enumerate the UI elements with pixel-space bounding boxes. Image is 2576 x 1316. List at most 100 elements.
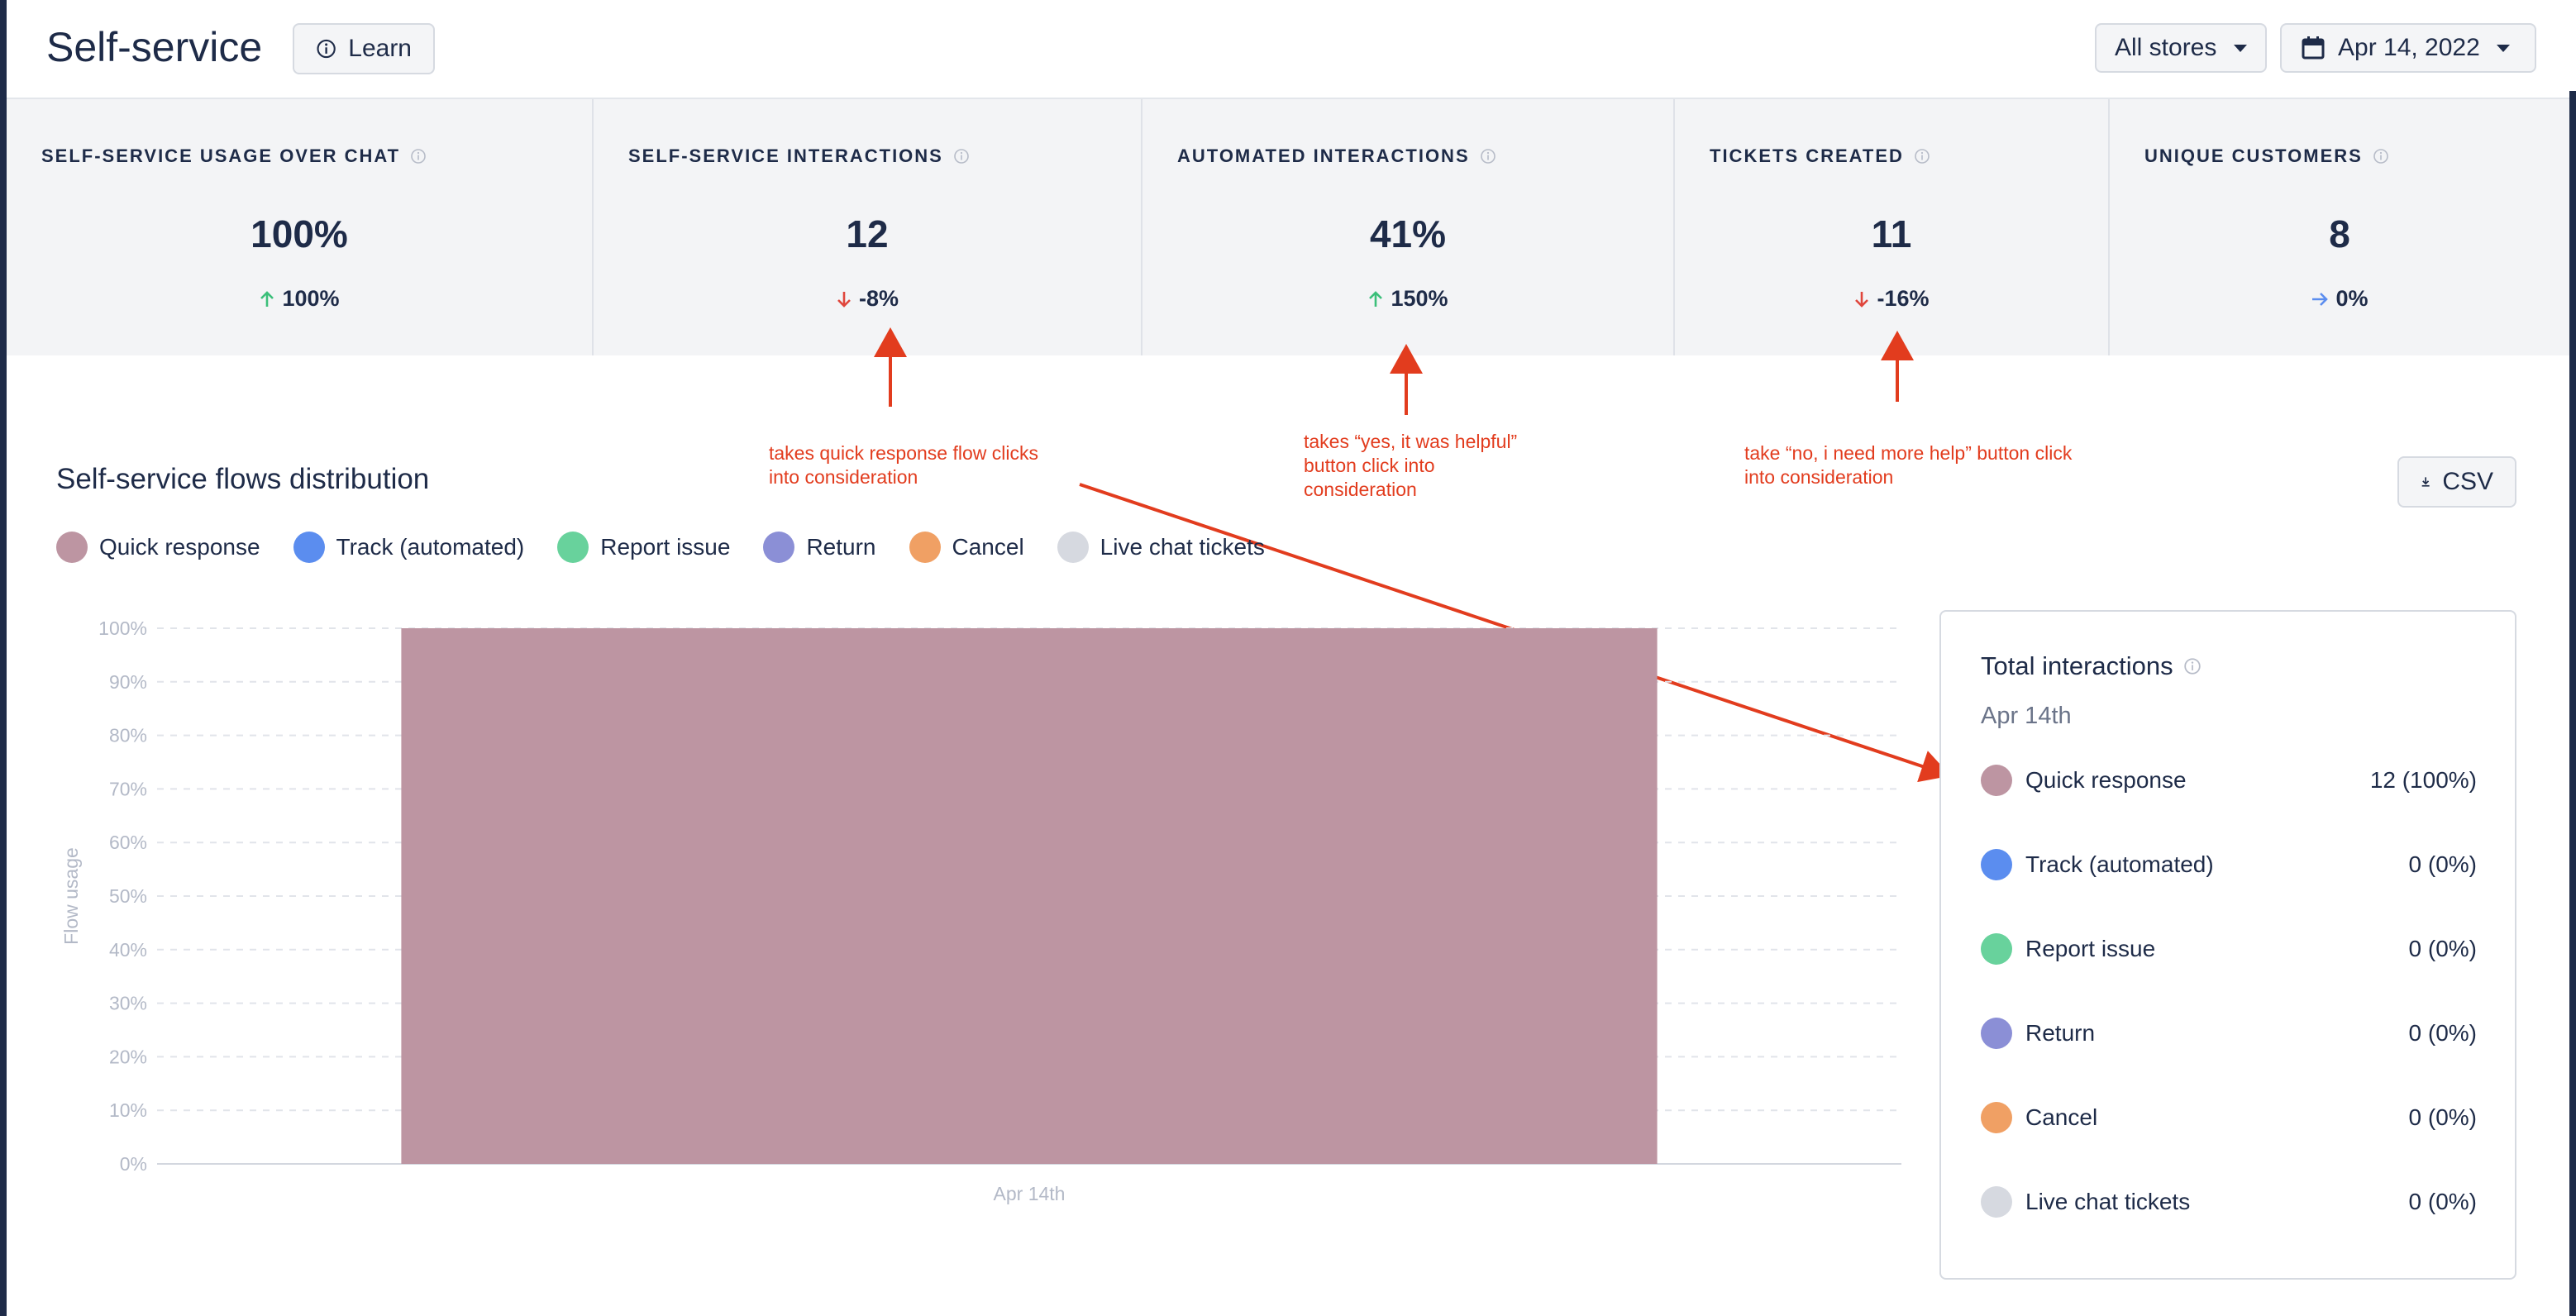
row-label: Live chat tickets (2025, 1189, 2191, 1214)
interaction-row: Quick response 12 (100%) (1981, 762, 2477, 799)
stat-card-usage-over-chat: SELF-SERVICE USAGE OVER CHAT 100% 100% (7, 99, 594, 355)
arrow-down-icon (837, 291, 851, 308)
legend-swatch (56, 532, 88, 563)
stat-delta-value: 100% (282, 286, 340, 311)
row-value: 0 (0%) (2408, 936, 2477, 961)
legend-swatch (1057, 532, 1089, 563)
y-tick-label: 50% (109, 885, 147, 907)
info-icon[interactable] (1480, 148, 1496, 164)
arrow-up-icon (1369, 290, 1383, 307)
info-icon[interactable] (2373, 148, 2389, 164)
stat-card-automated-interactions: AUTOMATED INTERACTIONS 41% 150% (1143, 99, 1675, 355)
stat-label: UNIQUE CUSTOMERS (2144, 145, 2363, 166)
stat-delta: 150% (1143, 286, 1673, 312)
row-value: 12 (100%) (2369, 767, 2477, 793)
legend-swatch (909, 532, 941, 563)
stat-delta-value: 150% (1391, 286, 1448, 311)
stat-delta: -8% (594, 286, 1141, 312)
y-tick-label: 90% (109, 671, 147, 693)
store-filter-label: All stores (2115, 34, 2217, 61)
info-icon (317, 39, 336, 59)
stat-value: 12 (846, 212, 889, 255)
interaction-row: Report issue 0 (0%) (1981, 931, 2477, 967)
csv-label: CSV (2442, 468, 2493, 495)
legend-swatch (763, 532, 795, 563)
download-icon (2421, 477, 2430, 487)
row-label: Report issue (2025, 936, 2156, 961)
date-picker-dropdown[interactable]: Apr 14, 2022 (2280, 23, 2536, 73)
arrow-right-icon (2312, 292, 2329, 306)
y-axis-title: Flow usage (60, 847, 82, 945)
bar-quick-response (401, 628, 1658, 1164)
row-value: 0 (0%) (2408, 1189, 2477, 1214)
interaction-row: Live chat tickets 0 (0%) (1981, 1184, 2477, 1220)
right-window-edge (2569, 91, 2576, 1316)
legend-swatch (293, 532, 325, 563)
row-value: 0 (0%) (2408, 1020, 2477, 1046)
stat-card-unique-customers: UNIQUE CUSTOMERS 8 0% (2110, 99, 2569, 355)
legend-label: Cancel (952, 534, 1024, 560)
y-tick-label: 10% (109, 1099, 147, 1121)
annotation-note: takes “yes, it was helpful” button click… (1304, 431, 1518, 500)
row-label: Return (2025, 1020, 2096, 1046)
annotation-note: take “no, i need more help” button click… (1744, 442, 2073, 488)
row-swatch (1981, 933, 2012, 965)
learn-button[interactable]: Learn (293, 23, 435, 74)
stat-value: 41% (1369, 212, 1447, 255)
stat-delta-value: -16% (1877, 286, 1930, 311)
stat-card-tickets-created: TICKETS CREATED 11 -16% (1675, 99, 2110, 355)
legend-item[interactable]: Quick response (56, 532, 260, 563)
info-icon[interactable] (2183, 657, 2202, 675)
legend-item[interactable]: Return (763, 532, 876, 563)
legend-item[interactable]: Cancel (909, 532, 1024, 563)
page-title: Self-service (46, 24, 263, 70)
legend-label: Track (automated) (336, 534, 525, 560)
flows-distribution-chart: 0% 10% 20% 30% 40% 50% 60% 70% 80% 90% 100% Flow us… (60, 617, 1901, 1204)
left-window-edge (0, 0, 7, 1316)
arrow-up-icon (260, 290, 274, 307)
stat-value: 100% (250, 212, 348, 255)
legend-swatch (557, 532, 589, 563)
info-icon[interactable] (410, 148, 427, 164)
row-swatch (1981, 1186, 2012, 1218)
chart-legend: Quick response Track (automated) Report … (56, 529, 1265, 565)
stat-delta-value: 0% (2335, 286, 2368, 311)
panel-date: Apr 14th (1981, 703, 2072, 729)
annotation-note: takes quick response flow clicks into co… (769, 442, 1038, 488)
y-tick-label: 20% (109, 1046, 147, 1067)
legend-item[interactable]: Live chat tickets (1057, 532, 1265, 563)
legend-item[interactable]: Track (automated) (293, 532, 525, 563)
legend-label: Quick response (99, 534, 260, 560)
stats-strip: SELF-SERVICE USAGE OVER CHAT 100% 100% S… (7, 98, 2569, 355)
stat-delta-value: -8% (858, 286, 899, 311)
stat-delta: -16% (1675, 286, 2108, 312)
date-label: Apr 14, 2022 (2338, 34, 2480, 61)
info-icon[interactable] (1914, 148, 1930, 164)
info-icon[interactable] (953, 148, 970, 164)
row-swatch (1981, 765, 2012, 796)
row-label: Quick response (2025, 767, 2187, 793)
csv-download-button[interactable]: CSV (2397, 456, 2516, 508)
learn-label: Learn (348, 35, 412, 62)
store-filter-dropdown[interactable]: All stores (2095, 23, 2267, 73)
row-value: 0 (0%) (2408, 851, 2477, 877)
x-tick-label: Apr 14th (994, 1183, 1066, 1204)
chevron-down-icon (2496, 44, 2510, 52)
legend-item[interactable]: Report issue (557, 532, 730, 563)
chevron-down-icon (2234, 44, 2247, 52)
row-swatch (1981, 1018, 2012, 1049)
y-tick-label: 60% (109, 832, 147, 853)
row-value: 0 (0%) (2408, 1104, 2477, 1130)
panel-title: Total interactions (1981, 651, 2173, 680)
stat-label: AUTOMATED INTERACTIONS (1177, 145, 1470, 166)
section-title: Self-service flows distribution (56, 463, 430, 495)
stat-label: TICKETS CREATED (1710, 145, 1904, 166)
interaction-row: Return 0 (0%) (1981, 1015, 2477, 1051)
arrow-down-icon (1855, 291, 1869, 308)
stat-label: SELF-SERVICE INTERACTIONS (628, 145, 943, 166)
calendar-icon (2302, 36, 2325, 60)
y-tick-label: 80% (109, 725, 147, 746)
total-interactions-panel: Total interactions Apr 14th Quick respon… (1939, 610, 2516, 1280)
stat-value: 8 (2329, 212, 2350, 255)
legend-label: Report issue (600, 534, 731, 560)
